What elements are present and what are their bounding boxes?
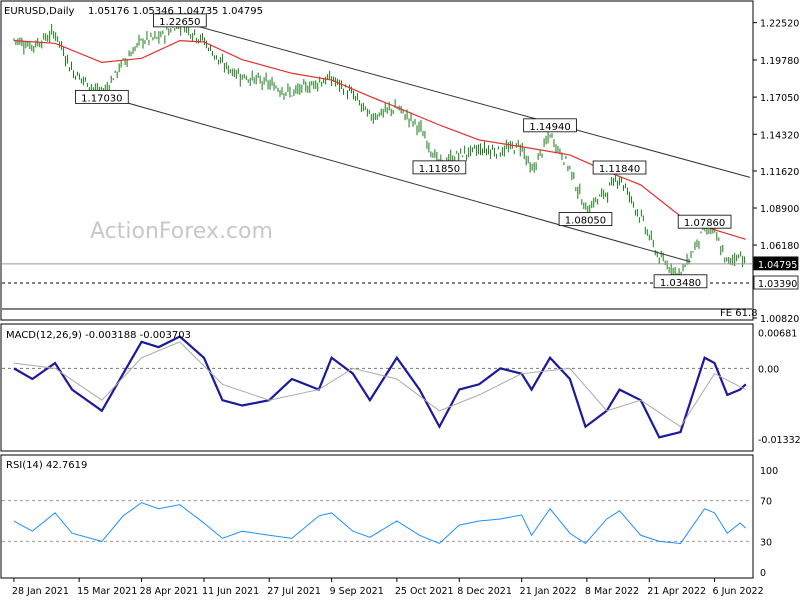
annotation-box (523, 118, 577, 133)
price-y-tick-label: 1.14320 (760, 130, 799, 141)
price-annotation: 1.11850 (412, 160, 467, 175)
fe-label: FE 61.8 (720, 308, 758, 319)
macd-y-tick-label: 0.00 (758, 364, 779, 375)
channel-upper (172, 19, 751, 178)
svg-text:1.03390: 1.03390 (758, 279, 797, 290)
rsi-header: RSI(14) 42.7619 (6, 460, 87, 471)
annotation-box (677, 214, 732, 229)
x-tick-label: 25 Oct 2021 (395, 586, 454, 597)
annotation-box (75, 89, 129, 104)
annotation-box (412, 160, 467, 175)
axis-layer: 1.22520 1.19780 1.17050 1.14320 1.11620 1.089… (12, 19, 800, 597)
price-annotation: 1.03480 (653, 274, 708, 289)
annotation-box (653, 274, 708, 289)
price-annotation: 1.22650 (153, 13, 207, 28)
annotation-label: 1.22650 (159, 17, 200, 28)
x-tick-label: 11 Jun 2021 (202, 586, 259, 597)
ohlc-readout: 1.05176 1.05346 1.04735 1.04795 (88, 6, 263, 17)
x-tick-label: 28 Apr 2021 (140, 586, 199, 597)
price-y-tick-label: 1.19780 (760, 56, 799, 67)
ma-line (13, 40, 746, 240)
macd-panel-frame (0, 323, 754, 452)
x-tick-label: 21 Jan 2022 (520, 586, 577, 597)
price-y-tick-label: 1.00820 (760, 314, 799, 325)
svg-text:1.04795: 1.04795 (758, 260, 797, 271)
macd-y-tick-label: 0.00681 (758, 328, 797, 339)
x-tick-label: 21 Apr 2022 (647, 586, 706, 597)
price-panel-frame (0, 0, 754, 321)
price-header: EURUSD,Daily (4, 6, 75, 17)
x-tick-label: 9 Sep 2021 (330, 586, 384, 597)
x-tick-label: 8 Dec 2021 (457, 586, 512, 597)
x-tick-label: 28 Jan 2021 (12, 586, 69, 597)
macd-layer (2, 335, 752, 439)
rsi-y-tick-label: 100 (760, 466, 778, 477)
annotation-box (592, 160, 647, 175)
annotation-box (558, 212, 613, 226)
rsi-layer (2, 500, 752, 545)
price-annotation: 1.14940 (523, 118, 577, 133)
x-tick-label: 27 Jul 2021 (267, 586, 321, 597)
watermark: ActionForex.com (90, 219, 273, 244)
rsi-panel-frame (0, 454, 754, 579)
annotation-label: 1.08050 (565, 216, 606, 227)
annotation-label: 1.03480 (660, 278, 701, 289)
annotation-label: 1.07860 (684, 218, 725, 229)
x-tick-label: 6 Jun 2022 (713, 586, 764, 597)
x-tick-label: 15 Mar 2021 (77, 586, 137, 597)
rsi-y-tick-label: 70 (760, 497, 772, 508)
x-tick-label: 8 Mar 2022 (585, 586, 639, 597)
macd-header: MACD(12,26,9) -0.003188 -0.003703 (6, 330, 191, 341)
price-y-tick-label: 1.06180 (760, 241, 799, 252)
rsi-y-tick-label: 0 (760, 568, 766, 579)
price-annotation: 1.07860 (677, 214, 732, 229)
channel-lower (101, 95, 691, 263)
price-y-tick-label: 1.22520 (760, 19, 799, 30)
support-tag: 1.03390 (753, 275, 799, 290)
rsi-y-tick-label: 30 (760, 537, 772, 548)
macd-line (13, 335, 747, 439)
price-layer: 1.22650 1.17030 1.11850 1.14940 1.11840 1.080… (2, 13, 752, 310)
signal-line (13, 341, 746, 428)
rsi-line (13, 502, 747, 545)
annotation-label: 1.17030 (81, 93, 122, 104)
annotation-label: 1.11840 (599, 164, 640, 175)
annotation-label: 1.11850 (419, 164, 460, 175)
price-y-tick-label: 1.08900 (760, 204, 799, 215)
price-annotation: 1.08050 (558, 212, 613, 227)
price-annotation: 1.17030 (75, 89, 129, 104)
annotation-label: 1.14940 (529, 122, 570, 133)
price-y-tick-label: 1.11620 (760, 167, 799, 178)
price-annotation: 1.11840 (592, 160, 647, 175)
current-price-tag: 1.04795 (753, 256, 799, 271)
price-y-tick-label: 1.17050 (760, 93, 799, 104)
macd-y-tick-label: -0.013329 (758, 435, 800, 446)
annotation-box (153, 13, 207, 28)
